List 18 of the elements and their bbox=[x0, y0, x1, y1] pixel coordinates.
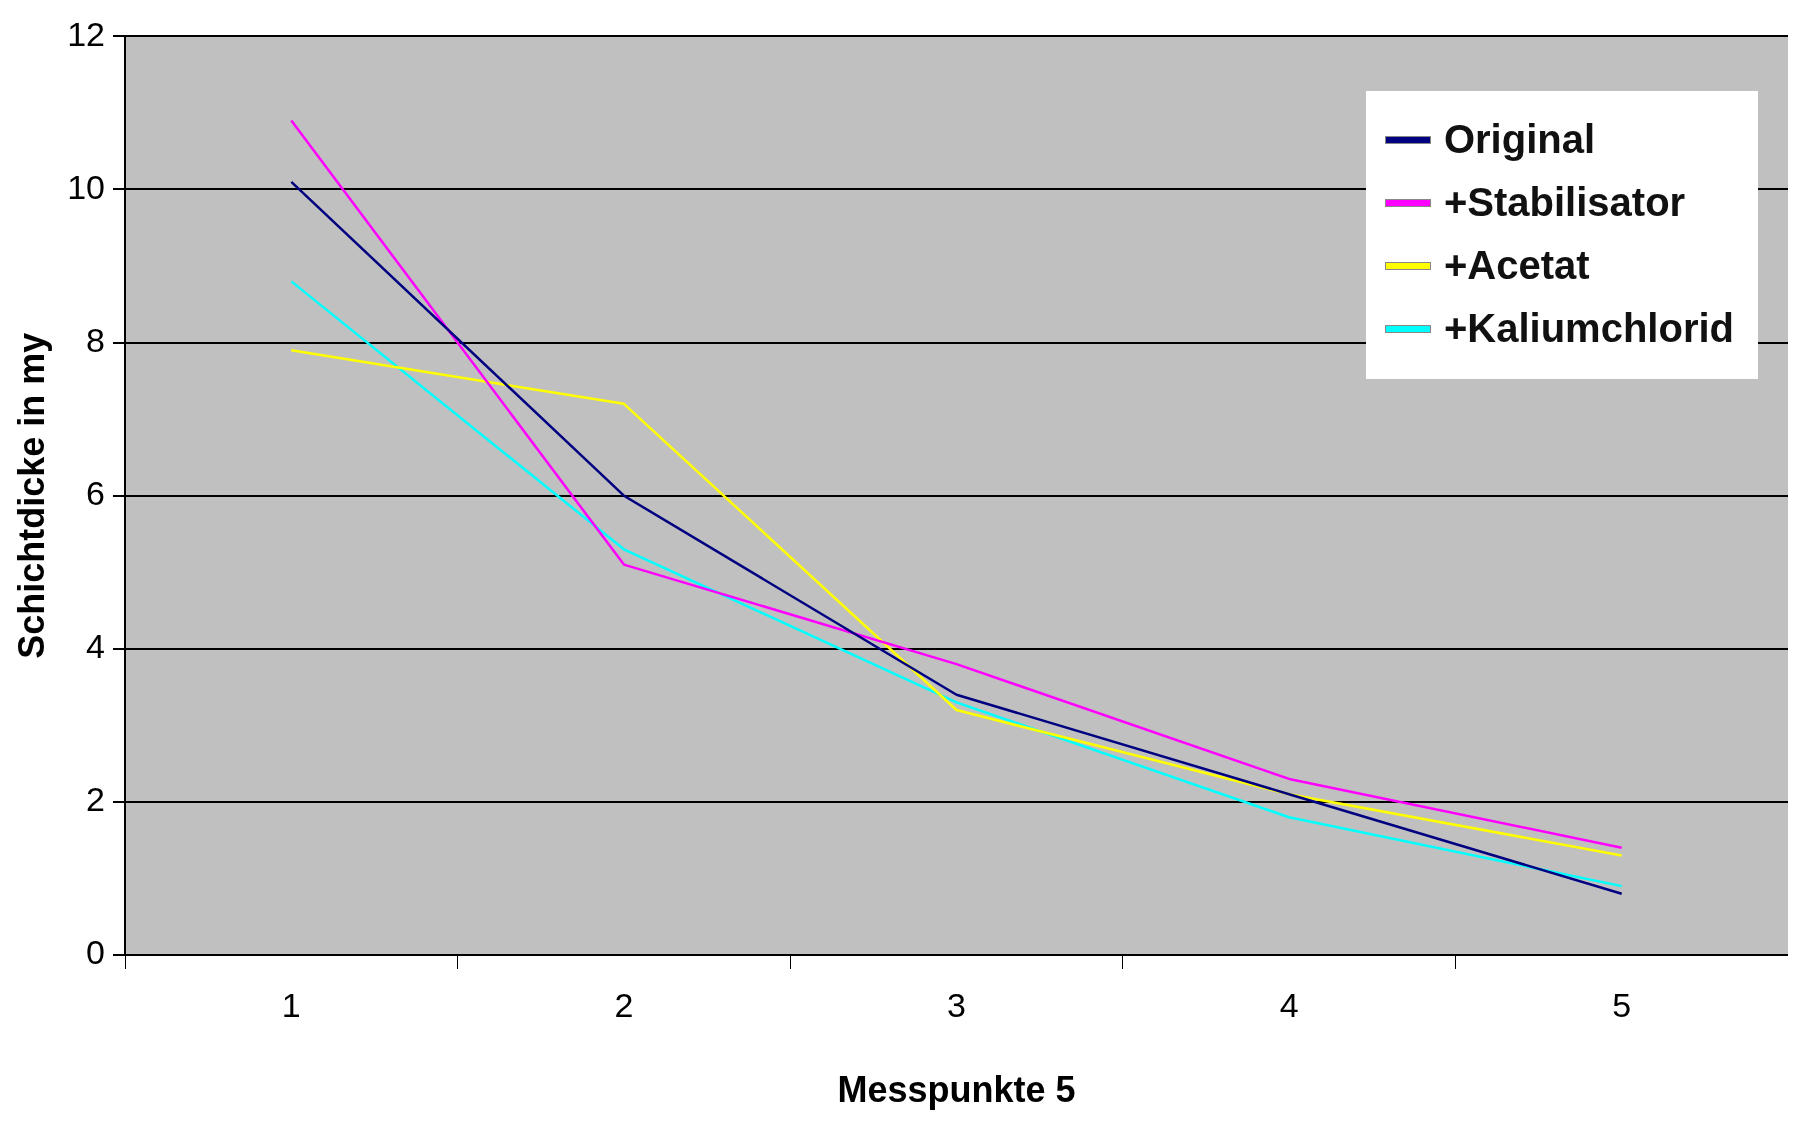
y-tick-label: 12 bbox=[67, 14, 106, 53]
x-tick-label: 1 bbox=[281, 985, 301, 1024]
legend-label: +Acetat bbox=[1443, 243, 1590, 289]
x-tick-label: 2 bbox=[614, 985, 634, 1024]
x-tick-label: 4 bbox=[1279, 985, 1299, 1024]
legend-label: +Stabilisator bbox=[1443, 180, 1686, 226]
legend-label: Original bbox=[1443, 117, 1596, 163]
y-tick-label: 10 bbox=[67, 167, 106, 206]
x-axis-title: Messpunkte 5 bbox=[837, 1069, 1076, 1111]
x-tick-label: 5 bbox=[1612, 985, 1632, 1024]
y-tick-label: 4 bbox=[86, 627, 106, 666]
y-tick-label: 6 bbox=[86, 474, 106, 513]
legend-label: +Kaliumchlorid bbox=[1443, 306, 1734, 352]
y-tick-label: 0 bbox=[86, 933, 106, 972]
y-tick-label: 2 bbox=[86, 780, 106, 819]
y-tick-label: 8 bbox=[86, 320, 106, 359]
y-axis-title: Schichtdicke in my bbox=[10, 332, 52, 659]
x-tick-label: 3 bbox=[947, 985, 966, 1024]
